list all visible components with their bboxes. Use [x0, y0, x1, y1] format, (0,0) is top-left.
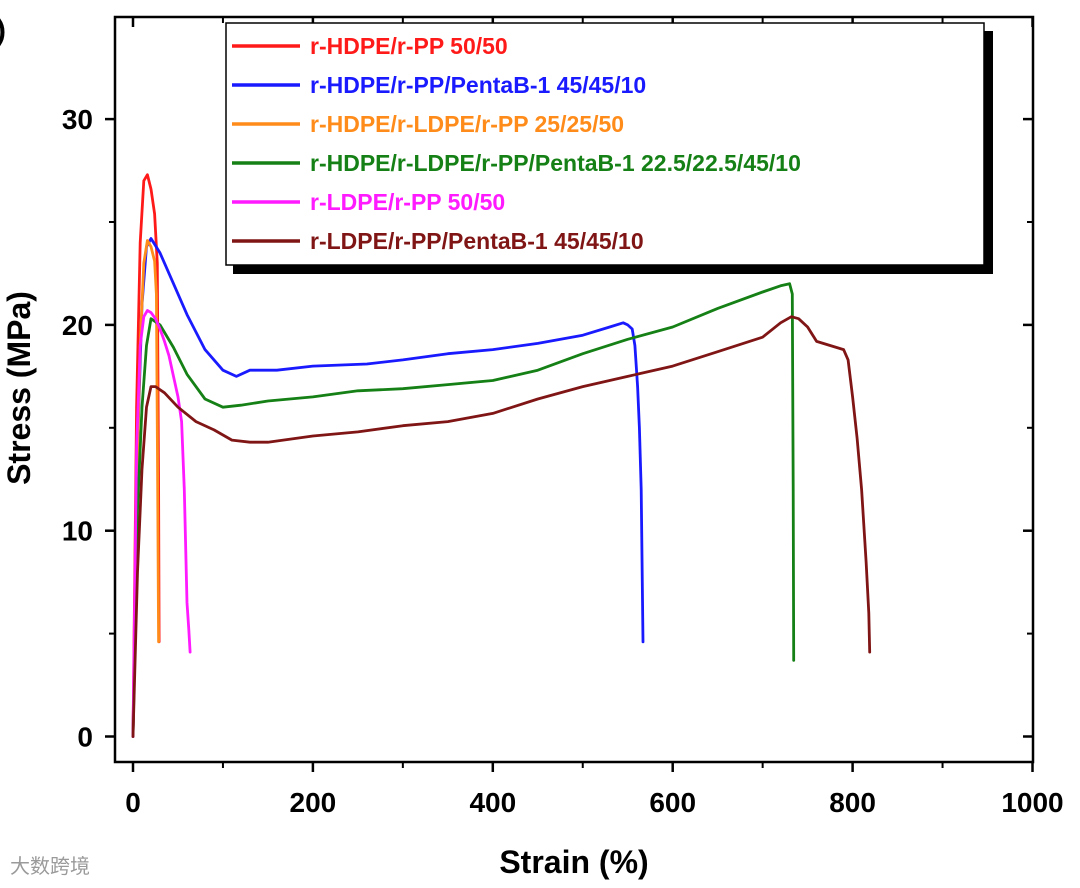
x-tick-label: 0 [125, 787, 141, 818]
panel-label: ) [0, 14, 6, 47]
legend-label-1: r-HDPE/r-PP 50/50 [310, 33, 508, 59]
series-line-2 [131, 237, 645, 738]
series-layer [131, 173, 872, 738]
plot-frame [113, 15, 1035, 764]
x-axis-title: Strain (%) [499, 844, 648, 880]
axes-layer: 0 200 400 600 800 1000 0 10 20 30 [62, 17, 1064, 818]
y-axis-title: Stress (MPa) [1, 291, 37, 485]
x-tick-label: 600 [649, 787, 696, 818]
legend-label-3: r-HDPE/r-LDPE/r-PP 25/25/50 [310, 111, 624, 137]
x-tick-label: 400 [469, 787, 516, 818]
legend-label-2: r-HDPE/r-PP/PentaB-1 45/45/10 [310, 72, 646, 98]
legend-label-5: r-LDPE/r-PP 50/50 [310, 189, 505, 215]
legend-label-4: r-HDPE/r-LDPE/r-PP/PentaB-1 22.5/22.5/45… [310, 150, 801, 176]
x-tick-label: 200 [290, 787, 337, 818]
legend: r-HDPE/r-PP 50/50 r-HDPE/r-PP/PentaB-1 45… [225, 22, 993, 274]
series-line-5 [131, 309, 192, 738]
y-tick-label: 10 [62, 516, 93, 547]
watermark-text: 大数跨境 [10, 854, 90, 878]
x-tick-label: 800 [829, 787, 876, 818]
x-tick-label: 1000 [1001, 787, 1063, 818]
legend-box [225, 22, 985, 266]
series-line-6 [131, 315, 872, 738]
y-tick-label: 20 [62, 310, 93, 341]
y-tick-label: 0 [77, 722, 93, 753]
y-tick-label: 30 [62, 104, 93, 135]
legend-label-6: r-LDPE/r-PP/PentaB-1 45/45/10 [310, 228, 644, 254]
